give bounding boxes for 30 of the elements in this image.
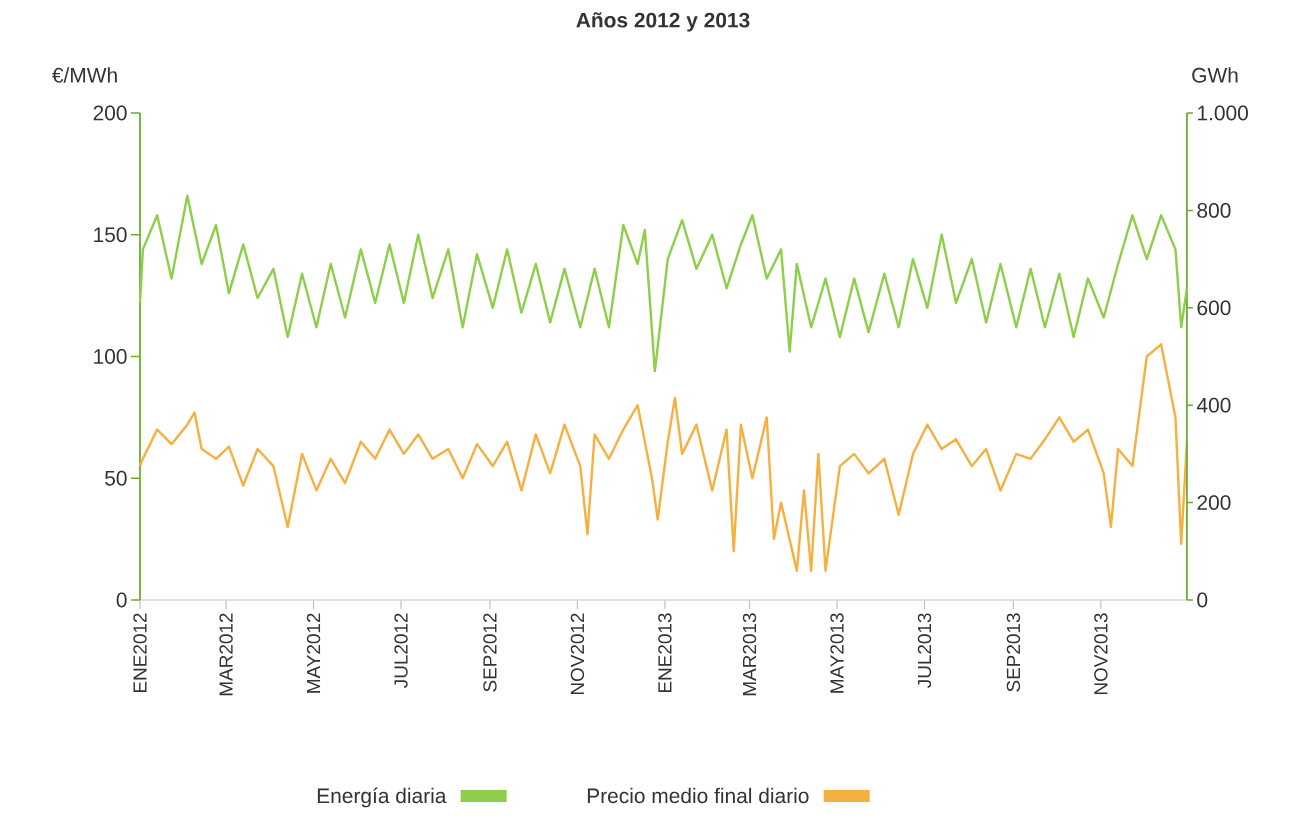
- x-tick-label: MAY2013: [830, 613, 844, 693]
- y-tick-label: 150: [94, 227, 127, 243]
- y-axis-title: €/MWh: [52, 67, 117, 83]
- x-tick-label: NOV2012: [570, 613, 585, 695]
- x-tick-label: MAY2012: [306, 613, 321, 693]
- y2-tick-label: 1.000: [1198, 105, 1248, 121]
- x-tick-label: MAR2013: [742, 613, 757, 696]
- x-tick-label: JUL2012: [394, 613, 408, 688]
- x-tick-label: ENE2013: [658, 613, 672, 692]
- y2-axis-title: GWh: [1192, 67, 1238, 83]
- legend-label: Energía diaria: [317, 787, 447, 808]
- y-tick-label: 100: [94, 349, 127, 364]
- x-tick-label: SEP2013: [1006, 613, 1021, 692]
- line-series: [138, 343, 1189, 572]
- y2-tick-label: 800: [1197, 202, 1231, 218]
- x-tick-label: NOV2013: [1094, 613, 1108, 695]
- line-series: [138, 194, 1189, 373]
- chart-title: Años 2012 y 2013: [576, 12, 750, 32]
- y2-tick-label: 200: [1197, 495, 1231, 510]
- y2-tick-label: 600: [1197, 300, 1231, 316]
- legend-label: Precio medio final diario: [587, 787, 809, 804]
- x-tick-label: MAR2012: [219, 613, 233, 696]
- x-tick-label: ENE2012: [133, 613, 147, 692]
- y-tick-label: 200: [93, 105, 127, 121]
- y-tick-label: 0: [116, 592, 127, 608]
- x-tick-label: SEP2012: [483, 613, 497, 692]
- y2-tick-label: 0: [1197, 592, 1208, 608]
- x-tick-label: JUL2013: [917, 613, 932, 688]
- y-tick-label: 50: [105, 470, 127, 486]
- y2-tick-label: 400: [1196, 397, 1231, 413]
